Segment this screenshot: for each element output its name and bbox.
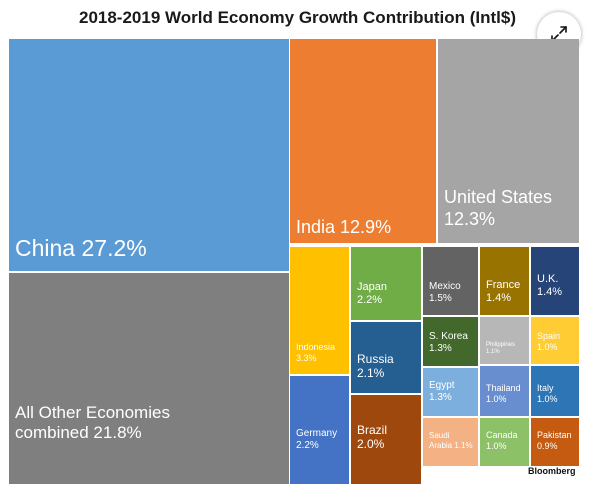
tile-label-indonesia: Indonesia 3.3% — [296, 342, 336, 363]
treemap-tile-japan: Japan 2.2% — [351, 247, 421, 320]
tile-label-india: India 12.9% — [296, 217, 392, 237]
treemap-tile-indonesia: Indonesia 3.3% — [290, 247, 349, 374]
treemap-tile-philippines: Philippines 1.1% — [480, 317, 529, 364]
treemap-tile-thailand: Thailand 1.0% — [480, 366, 529, 416]
treemap-tile-france: France 1.4% — [480, 247, 529, 315]
treemap-tile-all-other-economies-combined: All Other Economies combined 21.8% — [9, 273, 289, 484]
tile-label-japan: Japan 2.2% — [357, 281, 387, 307]
tile-label-saudi-arabia: Saudi Arabia 1.1% — [429, 431, 473, 450]
tile-label-spain: Spain 1.0% — [537, 331, 561, 352]
treemap-tile-pakistan: Pakistan 0.9% — [531, 418, 579, 466]
treemap-tile-mexico: Mexico 1.5% — [423, 247, 478, 315]
treemap-tile-germany: Germany 2.2% — [290, 376, 349, 484]
tile-label-thailand: Thailand 1.0% — [486, 383, 521, 404]
tile-label-egypt: Egypt 1.3% — [429, 380, 455, 403]
tile-label-brazil: Brazil 2.0% — [357, 423, 388, 452]
chart-title: 2018-2019 World Economy Growth Contribut… — [78, 8, 516, 27]
tile-label-russia: Russia 2.1% — [357, 352, 394, 381]
tile-label-all-other-economies-combined: All Other Economies combined 21.8% — [15, 403, 170, 443]
treemap-tile-italy: Italy 1.0% — [531, 366, 579, 416]
treemap-tile-india: India 12.9% — [290, 39, 436, 243]
tile-label-germany: Germany 2.2% — [296, 428, 338, 451]
treemap-tile-s-korea: S. Korea 1.3% — [423, 317, 478, 366]
source-label: Bloomberg — [528, 466, 576, 476]
tile-label-pakistan: Pakistan 0.9% — [537, 430, 572, 451]
tile-label-china: China 27.2% — [15, 235, 147, 261]
tile-label-canada: Canada 1.0% — [486, 430, 518, 451]
tile-label-philippines: Philippines 1.1% — [486, 342, 516, 356]
treemap-tile-u-k: U.K. 1.4% — [531, 247, 579, 315]
tile-label-france: France 1.4% — [486, 279, 521, 305]
tile-label-italy: Italy 1.0% — [537, 383, 558, 404]
treemap-tile-united-states: United States 12.3% — [438, 39, 579, 243]
treemap-tile-brazil: Brazil 2.0% — [351, 395, 421, 484]
tile-label-s-korea: S. Korea 1.3% — [429, 331, 468, 354]
tile-label-mexico: Mexico 1.5% — [429, 281, 461, 304]
tile-label-u-k: U.K. 1.4% — [537, 273, 563, 299]
treemap-tile-spain: Spain 1.0% — [531, 317, 579, 364]
treemap-tile-egypt: Egypt 1.3% — [423, 368, 478, 416]
treemap-tile-canada: Canada 1.0% — [480, 418, 529, 466]
treemap-tile-russia: Russia 2.1% — [351, 322, 421, 393]
tile-label-united-states: United States 12.3% — [444, 187, 553, 229]
treemap-tile-china: China 27.2% — [9, 39, 289, 271]
treemap-tile-saudi-arabia: Saudi Arabia 1.1% — [423, 418, 478, 466]
